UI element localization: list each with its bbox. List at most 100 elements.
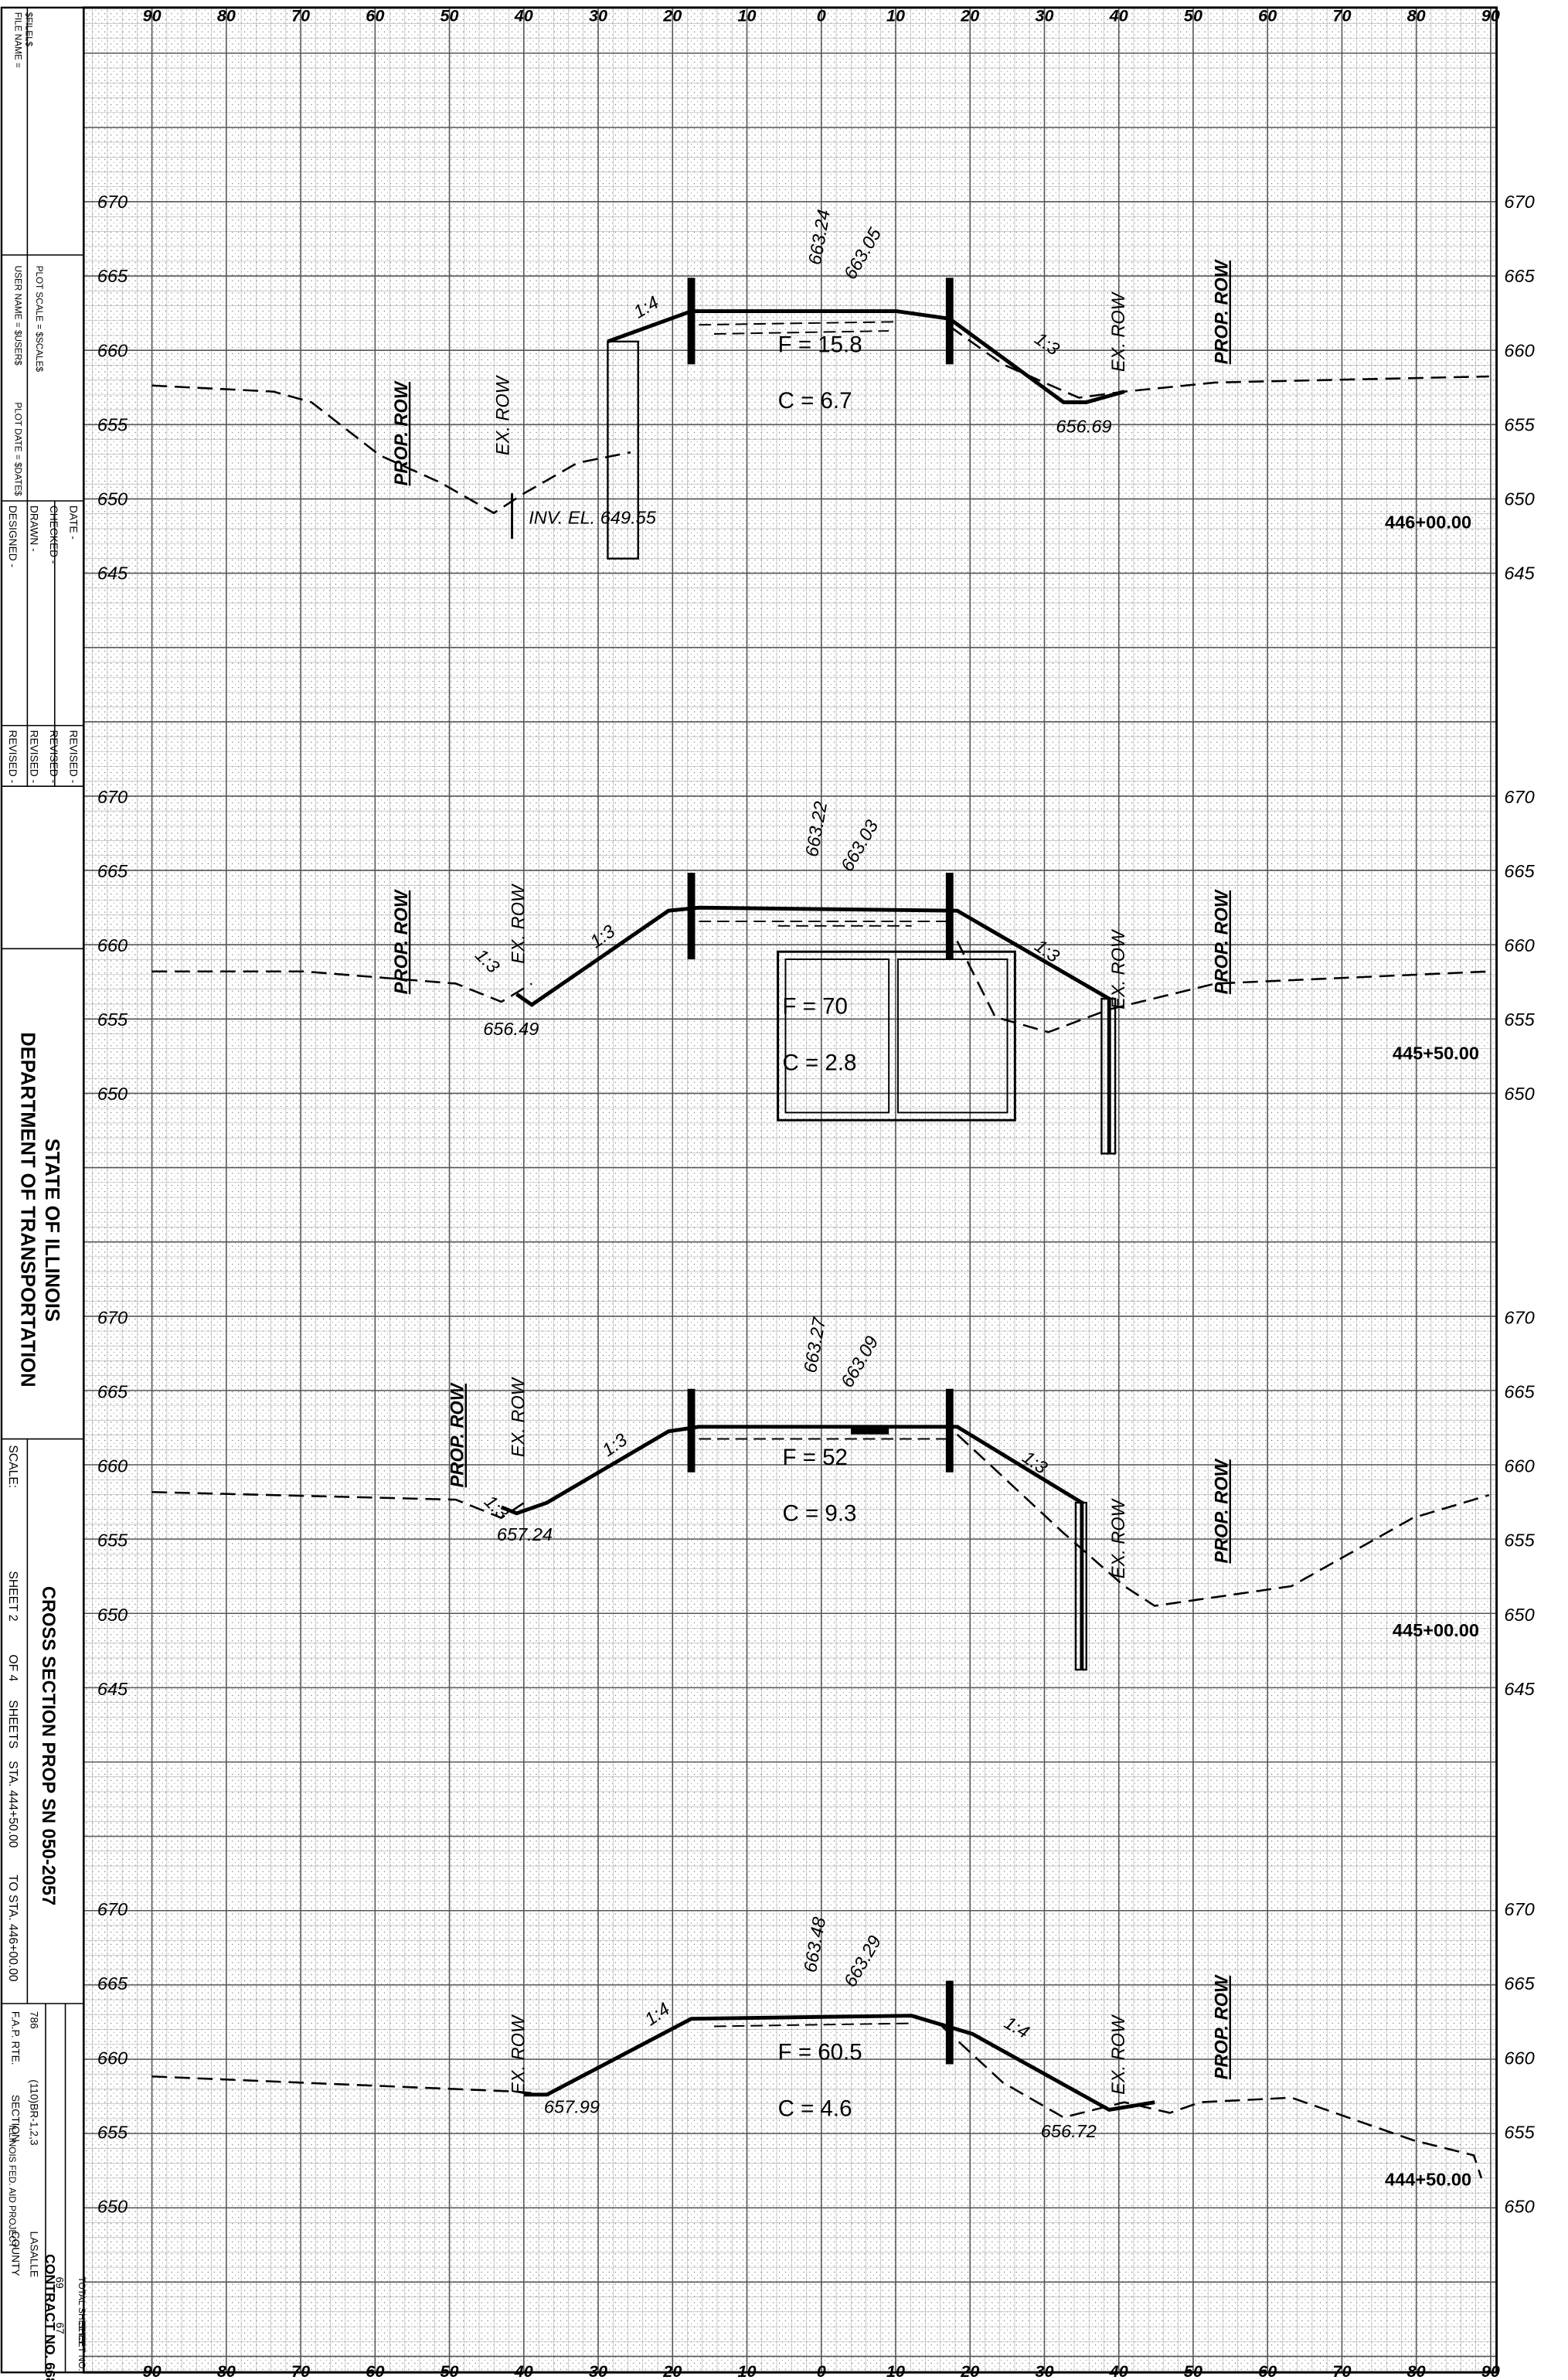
x-label: 30 <box>1035 2361 1053 2380</box>
title-block-text: PLOT SCALE = $SCALE$ <box>34 266 44 373</box>
elevation-label: 665 <box>97 1973 128 1994</box>
elevation-label: 655 <box>1504 1010 1535 1030</box>
elevation-label: 665 <box>1504 861 1535 881</box>
x-label: 20 <box>960 6 979 26</box>
station: 445+00.00 <box>1393 1620 1479 1640</box>
elevation-label: 660 <box>1504 935 1534 955</box>
x-label: 60 <box>1258 6 1277 26</box>
annotation: 657.24 <box>497 1524 553 1544</box>
elevation-label: 665 <box>1504 1973 1535 1994</box>
elevation-label: 650 <box>1504 1605 1534 1625</box>
elevation-label: 670 <box>1504 787 1534 807</box>
x-label: 50 <box>1184 6 1202 26</box>
title-block-text: CROSS SECTION PROP SN 050-2057 <box>39 1586 59 1905</box>
station: 445+50.00 <box>1393 1044 1479 1064</box>
title-block-text: REVISED - <box>67 730 79 784</box>
title-block-text: SCALE: <box>6 1445 19 1488</box>
title-block-text: USER NAME = $USER$ <box>13 266 23 366</box>
elevation-label: 660 <box>97 2048 128 2068</box>
profiles <box>151 277 1490 2179</box>
grid <box>82 6 1498 2374</box>
x-label: 10 <box>737 6 756 26</box>
elevation-label: 665 <box>1504 266 1535 286</box>
title-block-text: F.A.P. RTE. <box>10 2011 22 2065</box>
x-label: 30 <box>589 6 607 26</box>
elevation-label: 665 <box>97 861 128 881</box>
x-label: 90 <box>143 6 162 26</box>
title-block-text: CHECKED - <box>48 506 60 564</box>
elevation-label: 655 <box>97 414 128 434</box>
elevation-label: 670 <box>97 192 128 212</box>
annotation: EX. ROW <box>1108 291 1128 372</box>
title-block-text: STATE OF ILLINOIS <box>41 1139 63 1322</box>
title-block-text: ILLINOIS FED. AID PROJECT <box>7 2125 17 2248</box>
x-label: 30 <box>1035 6 1053 26</box>
x-label: 90 <box>1481 6 1500 26</box>
elevation-label: 655 <box>97 1010 128 1030</box>
elevation-label: 670 <box>97 1899 128 1919</box>
annotation: EX. ROW <box>508 883 528 964</box>
title-block-text: 786 <box>28 2011 39 2029</box>
annotation: 657.99 <box>544 2096 600 2116</box>
title-block-text: DATE - <box>67 506 79 540</box>
annotation: 656.72 <box>1041 2121 1097 2141</box>
x-label: 70 <box>1332 6 1351 26</box>
elevation-label: 670 <box>1504 192 1534 212</box>
annotation: PROP. ROW <box>391 889 411 994</box>
elevation-label: 660 <box>97 340 128 360</box>
title-block-text: 69 <box>54 2276 66 2288</box>
x-label: 50 <box>1184 2361 1202 2380</box>
x-label: 60 <box>1258 2361 1277 2380</box>
cut-area: C = 6.7 <box>778 388 852 414</box>
annotation: PROP. ROW <box>447 1382 468 1487</box>
x-label: 0 <box>817 6 826 26</box>
annotation: EX. ROW <box>508 2014 528 2095</box>
x-label: 50 <box>440 2361 459 2380</box>
elevation-label: 660 <box>97 1456 128 1476</box>
elevation-label: 650 <box>1504 489 1534 509</box>
fill-area: F = 15.8 <box>778 332 862 358</box>
station: 446+00.00 <box>1385 512 1471 532</box>
elevation-label: 660 <box>1504 2048 1534 2068</box>
annotation: PROP. ROW <box>1212 1458 1232 1563</box>
annotation: EX. ROW <box>508 1376 528 1457</box>
annotation: PROP. ROW <box>1212 259 1232 364</box>
elevation-label: 660 <box>1504 1456 1534 1476</box>
title-block-text: PLOT DATE = $DATE$ <box>13 402 23 496</box>
elevation-label: 650 <box>1504 1084 1534 1104</box>
elevation-label: 650 <box>97 489 128 509</box>
elevation-label: 650 <box>97 1084 128 1104</box>
elevation-label: 645 <box>1504 1679 1535 1699</box>
x-label: 40 <box>514 6 533 26</box>
title-block-text: $FILEL$ <box>23 12 33 47</box>
x-label: 80 <box>217 2361 236 2380</box>
x-label: 80 <box>1407 2361 1426 2380</box>
grid-background <box>83 7 1497 2373</box>
fill-area: F = 70 <box>783 994 848 1020</box>
x-label: 10 <box>886 2361 905 2380</box>
title-block-text: (110)BR-1,2,3 <box>28 2079 39 2146</box>
title-block-text: DRAWN - <box>28 506 39 552</box>
title-block-text: SHEET NO. <box>77 2322 87 2371</box>
cut-area: C = 9.3 <box>783 1501 857 1527</box>
elevation-label: 650 <box>97 2197 128 2217</box>
elevation-label: 655 <box>97 1530 128 1551</box>
cut-area: C = 4.6 <box>778 2096 852 2121</box>
title-block <box>0 6 85 2374</box>
annotation: 656.49 <box>483 1019 539 1039</box>
elevation-label: 645 <box>97 1679 128 1699</box>
elevation-label: 665 <box>1504 1381 1535 1401</box>
elevation-label: 655 <box>1504 414 1535 434</box>
elevation-label: 665 <box>97 1381 128 1401</box>
x-label: 60 <box>366 2361 384 2380</box>
title-block-text: TOTAL SHEETS <box>77 2276 87 2344</box>
elevation-label: 655 <box>97 2122 128 2142</box>
annotation: INV. EL. 649.55 <box>529 507 657 527</box>
x-label: 10 <box>886 6 905 26</box>
x-label: 40 <box>1109 6 1128 26</box>
title-block-text: COUNTY <box>10 2232 22 2276</box>
title-block-text: LASALLE <box>28 2232 39 2278</box>
x-label: 70 <box>291 6 310 26</box>
x-label: 80 <box>1407 6 1426 26</box>
x-label: 20 <box>960 2361 979 2380</box>
